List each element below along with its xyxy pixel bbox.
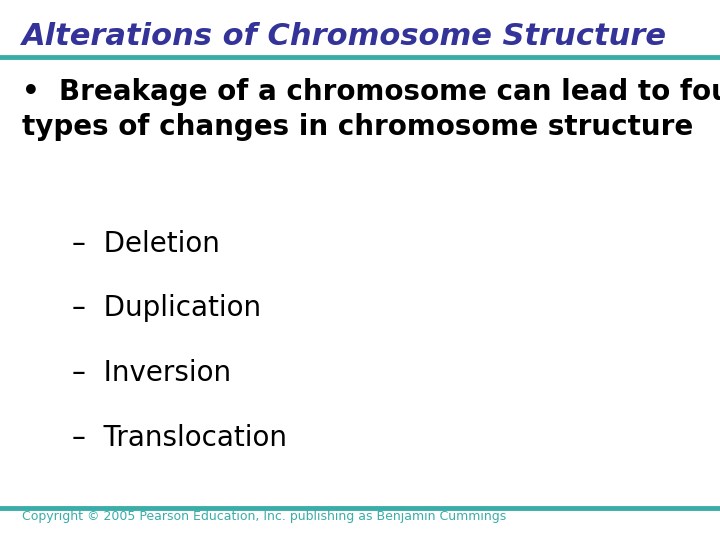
- Text: –  Deletion: – Deletion: [72, 230, 220, 258]
- Text: Alterations of Chromosome Structure: Alterations of Chromosome Structure: [22, 22, 667, 51]
- Text: –  Duplication: – Duplication: [72, 294, 261, 322]
- Text: –  Translocation: – Translocation: [72, 424, 287, 452]
- Text: Copyright © 2005 Pearson Education, Inc. publishing as Benjamin Cummings: Copyright © 2005 Pearson Education, Inc.…: [22, 510, 506, 523]
- Text: –  Inversion: – Inversion: [72, 359, 231, 387]
- Text: •  Breakage of a chromosome can lead to four
types of changes in chromosome stru: • Breakage of a chromosome can lead to f…: [22, 78, 720, 141]
